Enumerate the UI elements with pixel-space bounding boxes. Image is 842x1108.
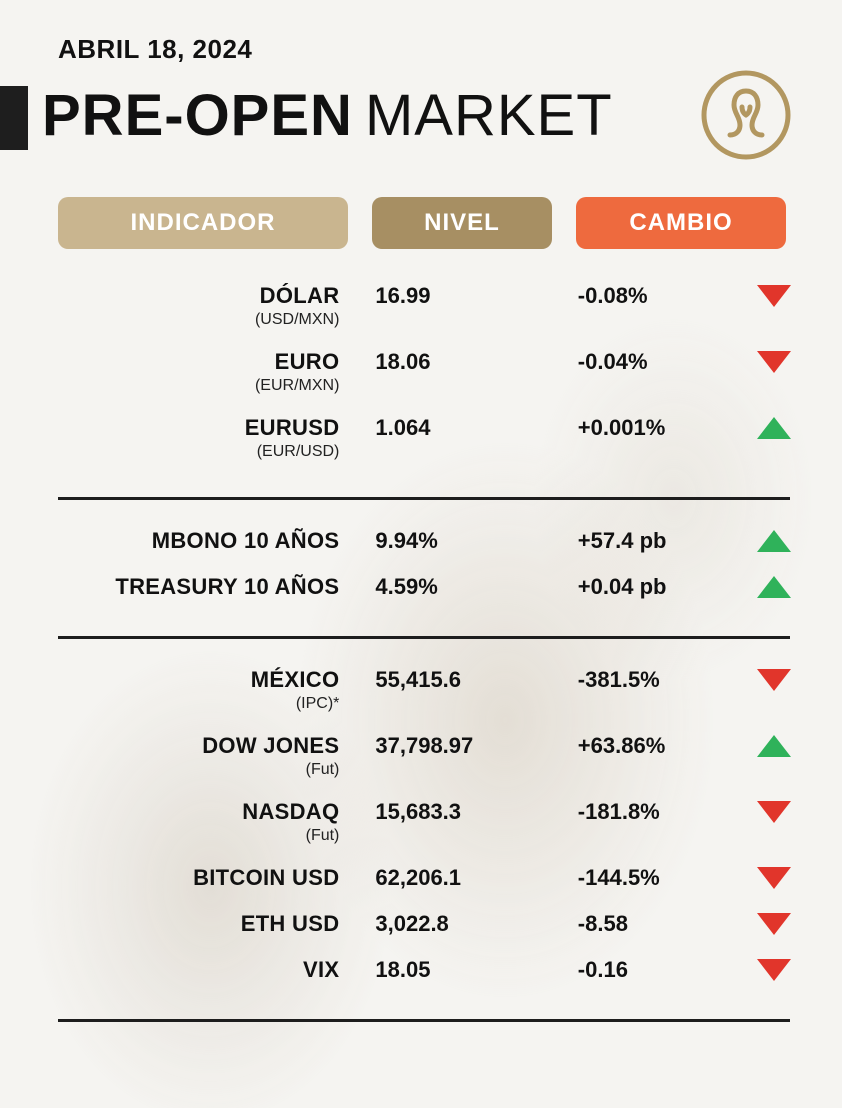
nivel-cell: 1.064 <box>369 415 547 441</box>
indicator-name: EURUSD <box>58 415 339 441</box>
indicator-cell: ETH USD <box>58 911 345 937</box>
trend-up-icon <box>754 574 794 598</box>
indicator-sublabel: (EUR/MXN) <box>58 377 339 395</box>
indicator-sublabel: (IPC)* <box>58 695 339 713</box>
nivel-cell: 4.59% <box>369 574 547 600</box>
table-header-row: INDICADOR NIVEL CAMBIO <box>58 197 794 249</box>
table-row: DÓLAR (USD/MXN) 16.99 -0.08% <box>58 277 794 343</box>
indicator-name: NASDAQ <box>58 799 339 825</box>
nivel-cell: 3,022.8 <box>369 911 547 937</box>
report-title: PRE-OPENMARKET <box>42 82 613 149</box>
indicator-sublabel: (Fut) <box>58 761 339 779</box>
indicator-cell: TREASURY 10 AÑOS <box>58 574 345 600</box>
indicator-cell: VIX <box>58 957 345 983</box>
indicator-cell: MBONO 10 AÑOS <box>58 528 345 554</box>
indicator-cell: EURUSD (EUR/USD) <box>58 415 345 461</box>
cambio-cell: +63.86% <box>572 733 731 759</box>
indicator-cell: DOW JONES (Fut) <box>58 733 345 779</box>
cambio-cell: -144.5% <box>572 865 731 891</box>
section-divider <box>58 1019 790 1022</box>
indicator-cell: BITCOIN USD <box>58 865 345 891</box>
table-row: BITCOIN USD 62,206.1 -144.5% <box>58 859 794 905</box>
table-row: ETH USD 3,022.8 -8.58 <box>58 905 794 951</box>
indicator-cell: MÉXICO (IPC)* <box>58 667 345 713</box>
indicator-name: ETH USD <box>58 911 339 937</box>
indicator-name: VIX <box>58 957 339 983</box>
nivel-cell: 55,415.6 <box>369 667 547 693</box>
indicator-name: MBONO 10 AÑOS <box>58 528 339 554</box>
indicator-cell: DÓLAR (USD/MXN) <box>58 283 345 329</box>
col-header-cambio: CAMBIO <box>576 197 786 249</box>
table-section: MBONO 10 AÑOS 9.94% +57.4 pb TREASURY 10 AÑ… <box>58 518 794 626</box>
nivel-cell: 16.99 <box>369 283 547 309</box>
cambio-cell: -8.58 <box>572 911 731 937</box>
table-section: MÉXICO (IPC)* 55,415.6 -381.5% DOW JONES (Fut… <box>58 657 794 1009</box>
nivel-cell: 15,683.3 <box>369 799 547 825</box>
header: ABRIL 18, 2024 PRE-OPENMARKET <box>0 34 794 163</box>
table-row: VIX 18.05 -0.16 <box>58 951 794 997</box>
table-row: NASDAQ (Fut) 15,683.3 -181.8% <box>58 793 794 859</box>
title-light: MARKET <box>365 83 613 148</box>
indicator-name: EURO <box>58 349 339 375</box>
market-table: INDICADOR NIVEL CAMBIO DÓLAR (USD/MXN) 16.… <box>58 197 794 1022</box>
table-section: DÓLAR (USD/MXN) 16.99 -0.08% EURO (EUR/MXN) 18… <box>58 273 794 487</box>
indicator-sublabel: (Fut) <box>58 827 339 845</box>
indicator-name: DOW JONES <box>58 733 339 759</box>
table-row: MBONO 10 AÑOS 9.94% +57.4 pb <box>58 522 794 568</box>
col-header-indicador: INDICADOR <box>58 197 348 249</box>
section-divider <box>58 497 790 500</box>
nivel-cell: 18.05 <box>369 957 547 983</box>
table-row: MÉXICO (IPC)* 55,415.6 -381.5% <box>58 661 794 727</box>
indicator-cell: EURO (EUR/MXN) <box>58 349 345 395</box>
trend-down-icon <box>754 799 794 823</box>
table-row: DOW JONES (Fut) 37,798.97 +63.86% <box>58 727 794 793</box>
cambio-cell: -0.16 <box>572 957 731 983</box>
trend-up-icon <box>754 733 794 757</box>
trend-down-icon <box>754 667 794 691</box>
cambio-cell: +0.001% <box>572 415 731 441</box>
table-row: EURUSD (EUR/USD) 1.064 +0.001% <box>58 409 794 475</box>
indicator-name: MÉXICO <box>58 667 339 693</box>
trend-up-icon <box>754 528 794 552</box>
nivel-cell: 37,798.97 <box>369 733 547 759</box>
nivel-cell: 9.94% <box>369 528 547 554</box>
cambio-cell: -0.04% <box>572 349 731 375</box>
trend-down-icon <box>754 911 794 935</box>
trend-down-icon <box>754 349 794 373</box>
cambio-cell: -181.8% <box>572 799 731 825</box>
nivel-cell: 62,206.1 <box>369 865 547 891</box>
accent-block <box>0 86 28 150</box>
title-bold: PRE-OPEN <box>42 83 353 148</box>
cambio-cell: -381.5% <box>572 667 731 693</box>
trend-down-icon <box>754 957 794 981</box>
table-row: TREASURY 10 AÑOS 4.59% +0.04 pb <box>58 568 794 614</box>
indicator-cell: NASDAQ (Fut) <box>58 799 345 845</box>
trend-down-icon <box>754 865 794 889</box>
indicator-name: BITCOIN USD <box>58 865 339 891</box>
cambio-cell: +57.4 pb <box>572 528 731 554</box>
cambio-cell: +0.04 pb <box>572 574 731 600</box>
nivel-cell: 18.06 <box>369 349 547 375</box>
indicator-sublabel: (USD/MXN) <box>58 311 339 329</box>
trend-up-icon <box>754 415 794 439</box>
report-date: ABRIL 18, 2024 <box>58 34 794 65</box>
indicator-sublabel: (EUR/USD) <box>58 443 339 461</box>
cambio-cell: -0.08% <box>572 283 731 309</box>
trend-down-icon <box>754 283 794 307</box>
indicator-name: DÓLAR <box>58 283 339 309</box>
brand-logo-icon <box>698 67 794 163</box>
table-row: EURO (EUR/MXN) 18.06 -0.04% <box>58 343 794 409</box>
col-header-nivel: NIVEL <box>372 197 552 249</box>
indicator-name: TREASURY 10 AÑOS <box>58 574 339 600</box>
section-divider <box>58 636 790 639</box>
